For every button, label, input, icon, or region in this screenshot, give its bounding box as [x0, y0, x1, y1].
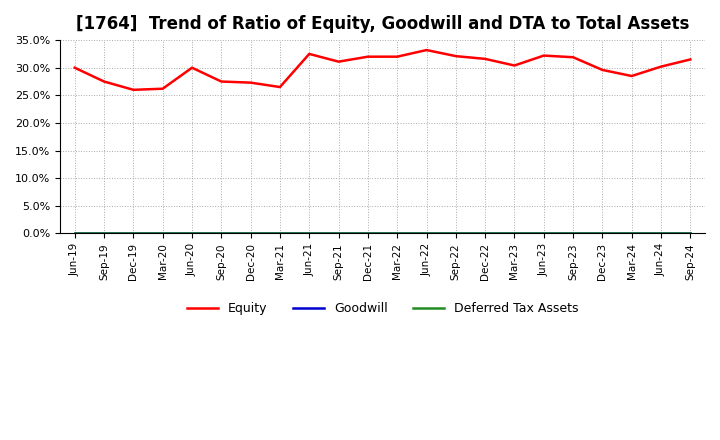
Equity — [100, 79, 109, 84]
Equity — [393, 54, 402, 59]
Legend: Equity, Goodwill, Deferred Tax Assets: Equity, Goodwill, Deferred Tax Assets — [181, 297, 583, 320]
Deferred Tax Assets — [657, 231, 665, 236]
Deferred Tax Assets — [334, 231, 343, 236]
Deferred Tax Assets — [246, 231, 255, 236]
Equity — [569, 55, 577, 60]
Goodwill — [217, 231, 225, 236]
Title: [1764]  Trend of Ratio of Equity, Goodwill and DTA to Total Assets: [1764] Trend of Ratio of Equity, Goodwil… — [76, 15, 689, 33]
Equity — [422, 48, 431, 53]
Deferred Tax Assets — [598, 231, 607, 236]
Goodwill — [129, 231, 138, 236]
Equity — [539, 53, 548, 58]
Deferred Tax Assets — [276, 231, 284, 236]
Deferred Tax Assets — [451, 231, 460, 236]
Goodwill — [569, 231, 577, 236]
Deferred Tax Assets — [364, 231, 372, 236]
Equity — [686, 57, 695, 62]
Goodwill — [598, 231, 607, 236]
Equity — [481, 56, 490, 62]
Goodwill — [539, 231, 548, 236]
Deferred Tax Assets — [158, 231, 167, 236]
Equity — [451, 54, 460, 59]
Goodwill — [246, 231, 255, 236]
Deferred Tax Assets — [569, 231, 577, 236]
Goodwill — [422, 231, 431, 236]
Deferred Tax Assets — [100, 231, 109, 236]
Deferred Tax Assets — [539, 231, 548, 236]
Goodwill — [686, 231, 695, 236]
Goodwill — [71, 231, 79, 236]
Equity — [129, 87, 138, 92]
Equity — [158, 86, 167, 92]
Deferred Tax Assets — [71, 231, 79, 236]
Deferred Tax Assets — [627, 231, 636, 236]
Equity — [276, 84, 284, 90]
Equity — [598, 67, 607, 73]
Deferred Tax Assets — [129, 231, 138, 236]
Deferred Tax Assets — [188, 231, 197, 236]
Equity — [305, 51, 314, 57]
Goodwill — [188, 231, 197, 236]
Deferred Tax Assets — [510, 231, 519, 236]
Goodwill — [627, 231, 636, 236]
Goodwill — [334, 231, 343, 236]
Goodwill — [276, 231, 284, 236]
Deferred Tax Assets — [305, 231, 314, 236]
Equity — [246, 80, 255, 85]
Goodwill — [481, 231, 490, 236]
Deferred Tax Assets — [422, 231, 431, 236]
Deferred Tax Assets — [686, 231, 695, 236]
Goodwill — [451, 231, 460, 236]
Equity — [71, 65, 79, 70]
Equity — [188, 65, 197, 70]
Goodwill — [510, 231, 519, 236]
Equity — [627, 73, 636, 79]
Deferred Tax Assets — [393, 231, 402, 236]
Goodwill — [364, 231, 372, 236]
Deferred Tax Assets — [217, 231, 225, 236]
Equity — [657, 64, 665, 69]
Equity — [510, 63, 519, 68]
Goodwill — [100, 231, 109, 236]
Goodwill — [305, 231, 314, 236]
Goodwill — [393, 231, 402, 236]
Goodwill — [158, 231, 167, 236]
Equity — [334, 59, 343, 64]
Goodwill — [657, 231, 665, 236]
Equity — [364, 54, 372, 59]
Deferred Tax Assets — [481, 231, 490, 236]
Line: Equity: Equity — [75, 50, 690, 90]
Equity — [217, 79, 225, 84]
